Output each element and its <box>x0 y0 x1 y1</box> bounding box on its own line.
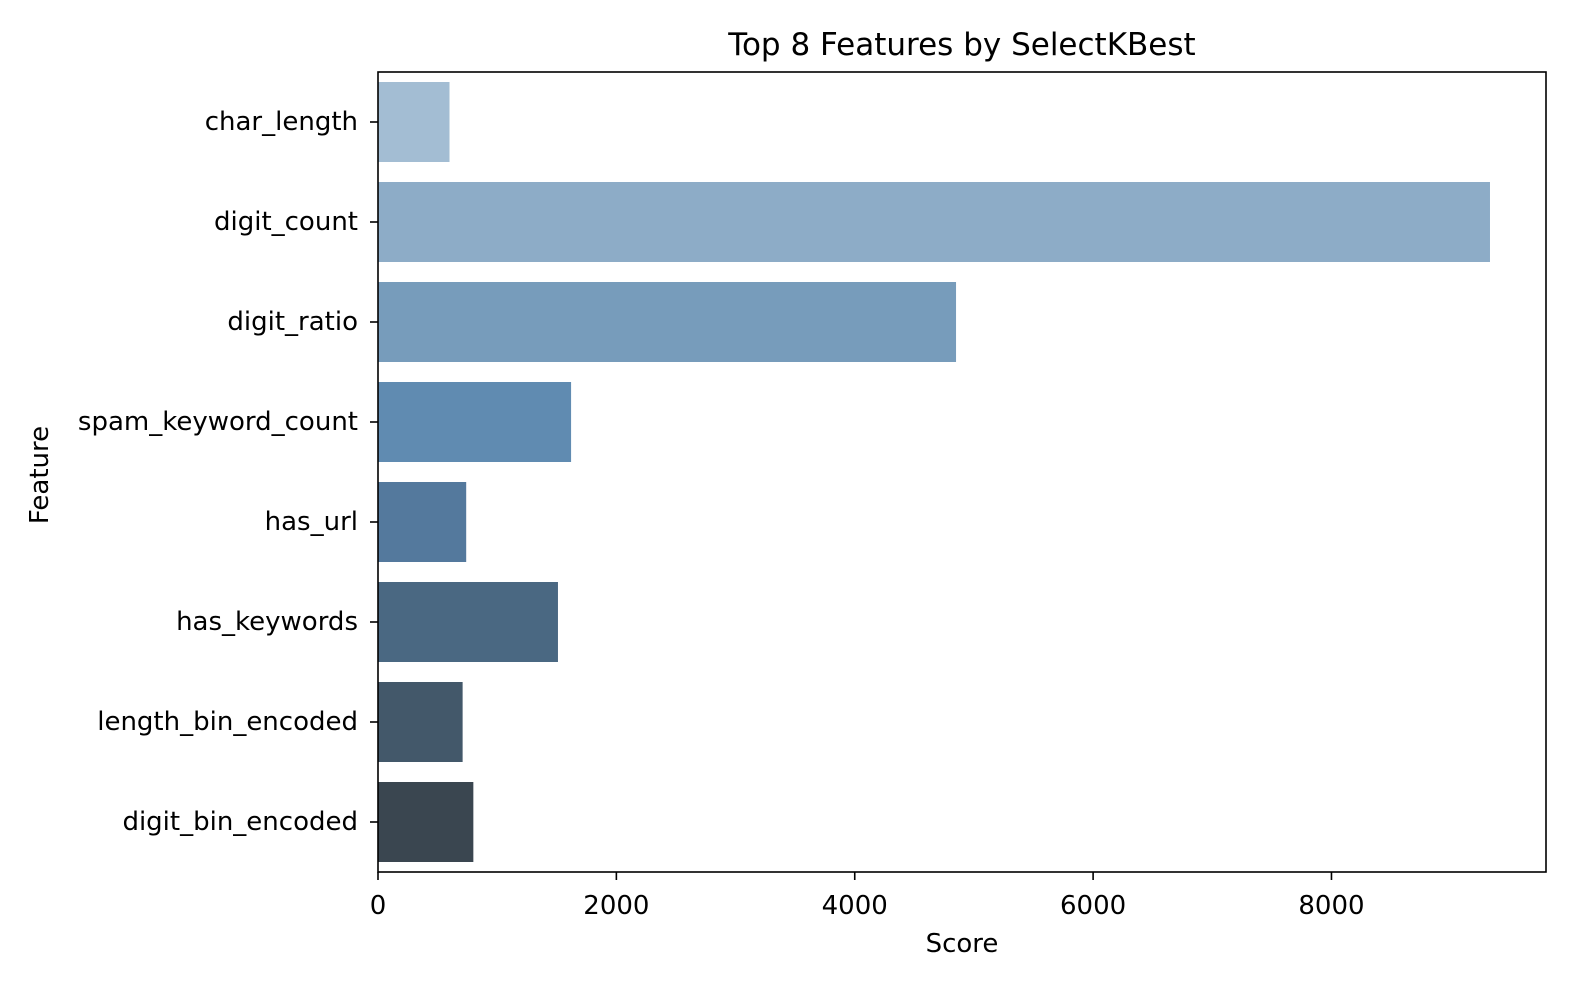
bars-layer <box>378 82 1490 862</box>
y-tick-label: has_keywords <box>176 607 358 637</box>
x-tick-label: 0 <box>370 891 387 921</box>
y-tick-label: digit_count <box>214 207 358 237</box>
x-axis: 0 2000 4000 6000 8000 <box>370 872 1365 921</box>
y-tick-label: length_bin_encoded <box>97 707 358 737</box>
bar-has-url <box>378 482 467 562</box>
y-axis: char_length digit_count digit_ratio spam_ke… <box>78 107 378 837</box>
x-axis-label: Score <box>926 929 999 959</box>
x-tick-label: 2000 <box>583 891 649 921</box>
bar-char-length <box>378 82 450 162</box>
x-tick-label: 6000 <box>1060 891 1126 921</box>
bar-digit-bin-encoded <box>378 782 474 862</box>
y-tick-label: char_length <box>205 107 358 137</box>
y-tick-label: spam_keyword_count <box>78 407 358 437</box>
bar-length-bin-encoded <box>378 682 463 762</box>
bar-has-keywords <box>378 582 558 662</box>
bar-digit-ratio <box>378 282 957 362</box>
x-tick-label: 4000 <box>822 891 888 921</box>
y-tick-label: has_url <box>265 507 358 537</box>
bar-spam-keyword-count <box>378 382 572 462</box>
x-tick-label: 8000 <box>1298 891 1364 921</box>
y-axis-label: Feature <box>25 426 55 524</box>
plot-frame <box>377 71 1547 873</box>
bar-digit-count <box>378 182 1490 262</box>
chart-title: Top 8 Features by SelectKBest <box>727 27 1195 63</box>
y-tick-label: digit_bin_encoded <box>122 807 358 837</box>
y-tick-label: digit_ratio <box>227 307 358 337</box>
